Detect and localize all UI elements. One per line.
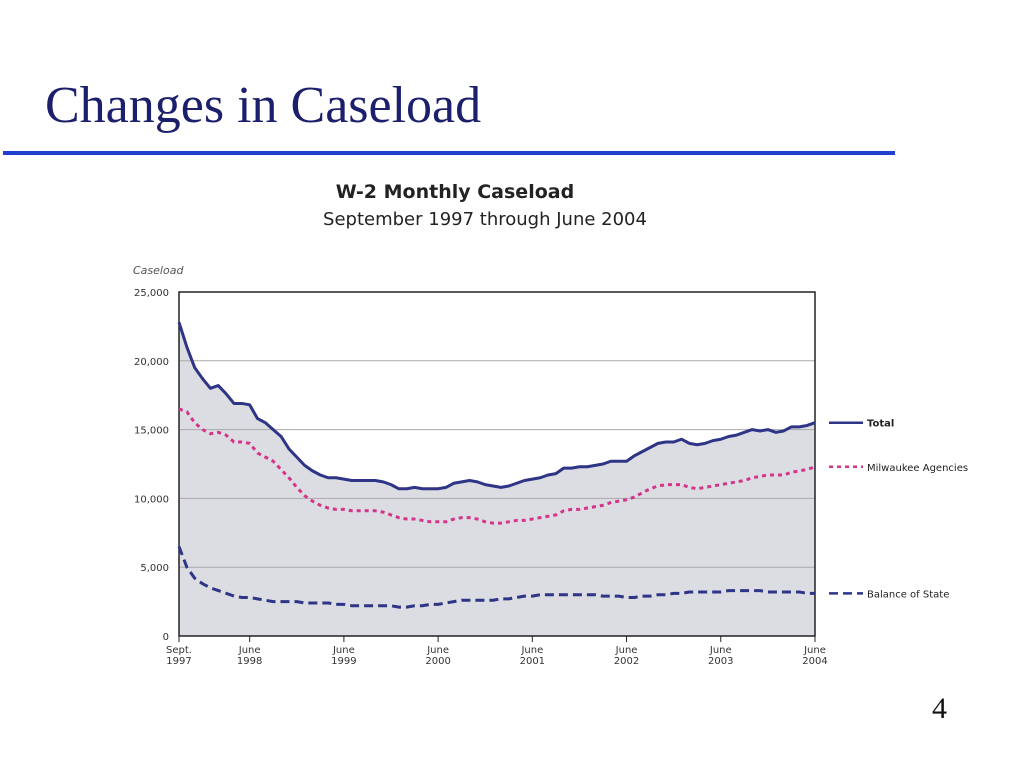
chart-subtitle: September 1997 through June 2004 (323, 209, 647, 230)
x-tick-label: June 1999 (331, 645, 357, 667)
x-tick-label: Sept. 1997 (166, 645, 192, 667)
x-tick-label: June 2000 (425, 645, 451, 667)
x-tick-label: June 2002 (613, 645, 640, 667)
series-line (178, 407, 816, 525)
y-tick-label: 10,000 (134, 494, 169, 505)
x-tick-label: June 2003 (708, 645, 734, 667)
slide-title: Changes in Caseload (45, 77, 482, 134)
legend-label: Milwaukee Agencies (867, 463, 968, 474)
legend-label: Balance of State (867, 589, 949, 600)
y-tick-label: 25,000 (134, 288, 169, 299)
area-fill (179, 322, 815, 636)
chart-title: W-2 Monthly Caseload (336, 181, 574, 203)
x-tick-label: June 2004 (802, 645, 828, 667)
legend-label: Total (867, 419, 894, 430)
title-rule (3, 151, 895, 155)
series-line (177, 546, 815, 609)
y-tick-label: 0 (163, 632, 169, 643)
y-tick-label: 5,000 (140, 563, 169, 574)
page-number: 4 (932, 692, 947, 725)
x-tick-label: June 2001 (519, 645, 546, 667)
x-tick-label: June 1998 (236, 645, 263, 667)
plot-frame (178, 291, 816, 637)
y-tick-label: 20,000 (134, 357, 169, 368)
series-line (177, 321, 816, 491)
y-tick-label: 15,000 (134, 426, 169, 437)
y-axis-label: Caseload (133, 264, 184, 277)
